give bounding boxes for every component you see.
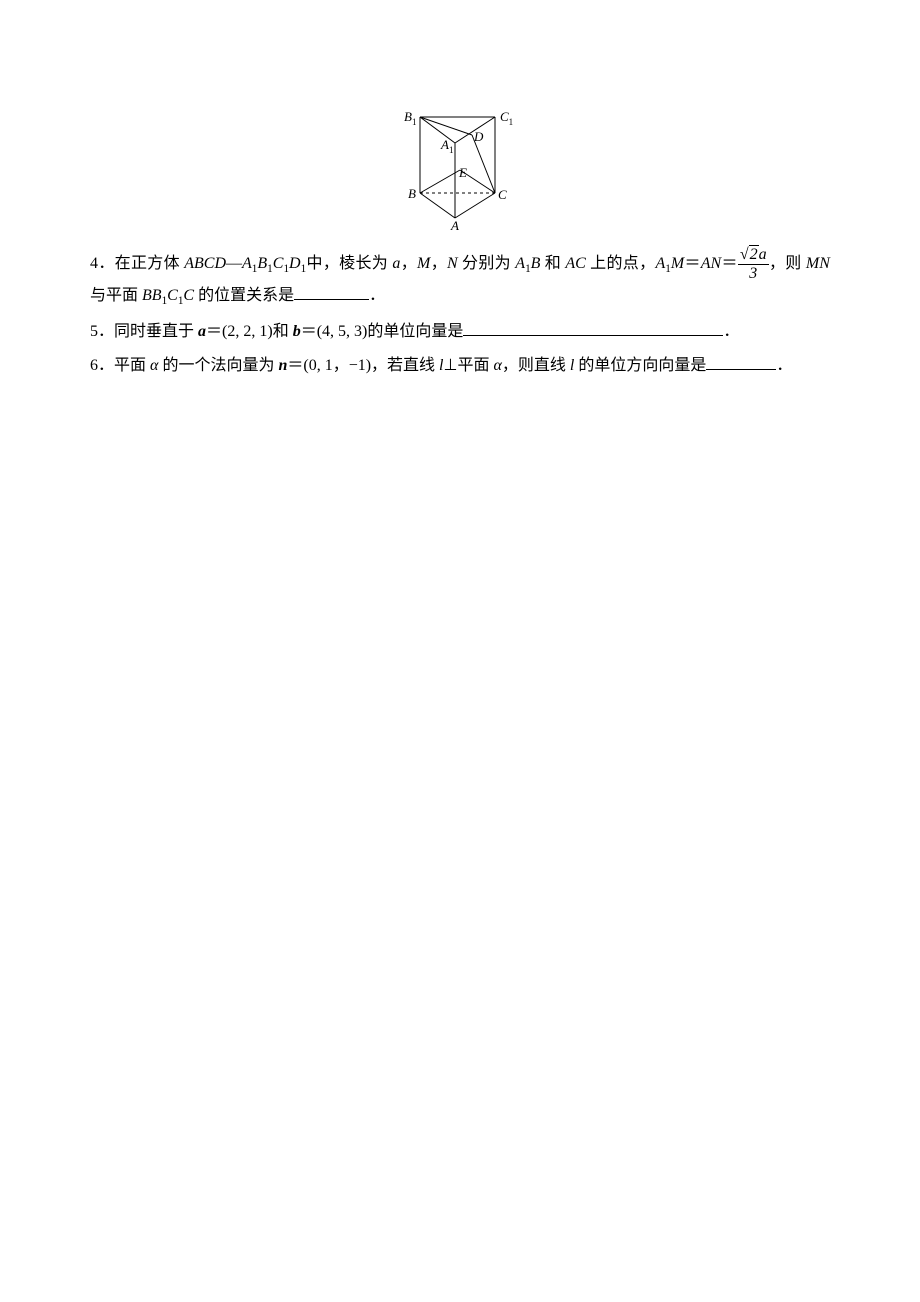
q6-period: ． <box>776 357 792 374</box>
q6-t3: ⊥平面 <box>444 357 494 374</box>
q4-t7: 上的点， <box>586 255 656 272</box>
prism-diagram: B1 C1 A1 D E B C A <box>90 105 830 231</box>
lbl-A1: A <box>440 137 449 152</box>
lbl-A1sub: 1 <box>449 145 454 155</box>
q4-BB1C1C: BB1C1C <box>142 287 194 304</box>
q4-t4: ， <box>430 255 447 272</box>
q4-A1M: A1M <box>655 255 684 272</box>
q6-t4: ，则直线 <box>502 357 570 374</box>
q4-t2: 中，棱长为 <box>306 255 392 272</box>
q6-blank <box>706 354 776 370</box>
question-4: 4．在正方体 ABCD—A1B1C1D1中，棱长为 a，M，N 分别为 A1B … <box>90 246 830 312</box>
lbl-C1sub: 1 <box>509 117 514 127</box>
q4-A1: A1B1C1D1 <box>242 255 306 272</box>
q6-eq1: ＝(0, 1，−1)，若直线 <box>287 357 439 374</box>
q5-num: 5． <box>90 323 114 340</box>
q5-b: b <box>293 323 301 340</box>
svg-text:B1: B1 <box>404 109 416 127</box>
svg-text:A1: A1 <box>440 137 453 155</box>
q6-num: 6． <box>90 357 114 374</box>
lbl-A: A <box>450 218 459 231</box>
q5-eq1: ＝(2, 2, 1)和 <box>206 323 293 340</box>
q4-period: ． <box>369 287 385 304</box>
q4-M: M <box>417 255 430 272</box>
q4-ABCD: ABCD <box>184 255 226 272</box>
q4-dash: — <box>226 255 242 272</box>
q6-t5: 的单位方向向量是 <box>574 357 706 374</box>
lbl-B1sub: 1 <box>412 117 417 127</box>
lbl-D: D <box>473 129 484 144</box>
lbl-B1: B <box>404 109 412 124</box>
q6-alpha2: α <box>493 357 501 374</box>
q4-fraction: 2a3 <box>738 246 769 282</box>
q4-AC: AC <box>565 255 585 272</box>
question-6: 6．平面 α 的一个法向量为 n＝(0, 1，−1)，若直线 l⊥平面 α，则直… <box>90 352 830 381</box>
q5-t1: 同时垂直于 <box>114 323 198 340</box>
q5-blank <box>463 320 723 336</box>
q4-t10: 的位置关系是 <box>194 287 294 304</box>
q4-t5: 分别为 <box>458 255 516 272</box>
q5-period: ． <box>723 323 739 340</box>
q4-MN: MN <box>806 255 830 272</box>
lbl-C: C <box>498 187 507 202</box>
q4-eq1: ＝ <box>684 255 701 272</box>
q6-t2: 的一个法向量为 <box>158 357 278 374</box>
q6-t1: 平面 <box>114 357 150 374</box>
q4-t3: ， <box>400 255 417 272</box>
q4-AN: AN <box>701 255 721 272</box>
q4-N: N <box>447 255 458 272</box>
q4-t9: 与平面 <box>90 287 142 304</box>
prism-svg: B1 C1 A1 D E B C A <box>390 105 530 231</box>
lbl-B: B <box>408 186 416 201</box>
q5-eq2: ＝(4, 5, 3)的单位向量是 <box>301 323 464 340</box>
q4-A1B: A1B <box>515 255 540 272</box>
question-5: 5．同时垂直于 a＝(2, 2, 1)和 b＝(4, 5, 3)的单位向量是 ． <box>90 318 830 347</box>
q4-num: 4． <box>90 255 115 272</box>
q5-a: a <box>198 323 206 340</box>
lbl-E: E <box>458 165 467 180</box>
q4-eq2: ＝ <box>721 255 738 272</box>
q4-blank <box>294 284 369 300</box>
svg-text:C1: C1 <box>500 109 513 127</box>
q4-t1: 在正方体 <box>115 255 185 272</box>
lbl-C1: C <box>500 109 509 124</box>
q4-t8: ，则 <box>769 255 806 272</box>
q4-t6: 和 <box>540 255 565 272</box>
